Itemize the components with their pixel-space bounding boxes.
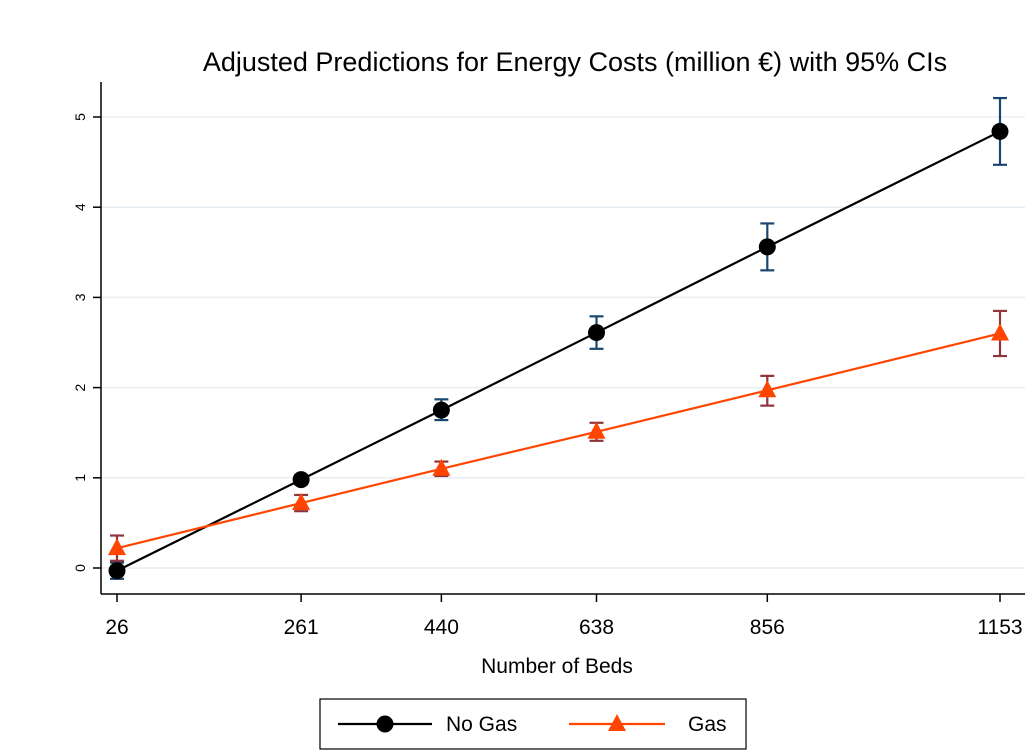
- legend-marker-gas: [608, 714, 626, 731]
- tick-labels: 0 1 2 3 4 5 26 261 440 638 856 1153: [72, 113, 1023, 639]
- grid-lines: [101, 116, 1025, 569]
- x-tick-label-0: 26: [105, 616, 128, 639]
- data-point-no-gas-4: [758, 238, 776, 256]
- data-point-no-gas-1: [292, 471, 310, 489]
- y-tick-label-3: 3: [72, 293, 88, 301]
- data-point-gas-4: [758, 380, 777, 398]
- y-tick-label-1: 1: [72, 474, 88, 482]
- chart-title: Adjusted Predictions for Energy Costs (m…: [203, 47, 947, 77]
- data-point-no-gas-5: [991, 122, 1009, 140]
- series-lines: [116, 130, 1001, 572]
- y-tick-label-0: 0: [72, 564, 88, 572]
- series-line-gas: [116, 332, 1001, 550]
- series-markers: [108, 122, 1009, 580]
- y-tick-label-2: 2: [72, 383, 88, 391]
- data-point-gas-0: [108, 538, 126, 556]
- data-point-gas-1: [292, 493, 311, 511]
- data-point-gas-5: [991, 323, 1009, 341]
- x-axis-label: Number of Beds: [481, 655, 633, 678]
- x-tick-label-3: 638: [579, 616, 614, 639]
- x-tick-label-5: 1153: [977, 616, 1022, 639]
- x-tick-label-1: 261: [284, 616, 319, 639]
- x-tick-label-2: 440: [424, 616, 459, 639]
- data-point-gas-3: [587, 421, 606, 439]
- data-point-no-gas-0: [108, 562, 126, 580]
- y-tick-label-5: 5: [72, 113, 88, 121]
- axes: [100, 82, 1025, 595]
- data-point-gas-2: [432, 458, 451, 476]
- legend-label-no-gas: No Gas: [446, 713, 517, 736]
- legend: No Gas Gas: [319, 698, 747, 750]
- y-tick-label-4: 4: [72, 203, 88, 211]
- legend-marker-no-gas: [376, 715, 394, 733]
- legend-label-gas: Gas: [688, 713, 727, 736]
- data-point-no-gas-2: [432, 401, 450, 419]
- data-point-no-gas-3: [587, 324, 605, 342]
- series-line-no-gas: [116, 130, 1001, 572]
- x-tick-label-4: 856: [750, 616, 785, 639]
